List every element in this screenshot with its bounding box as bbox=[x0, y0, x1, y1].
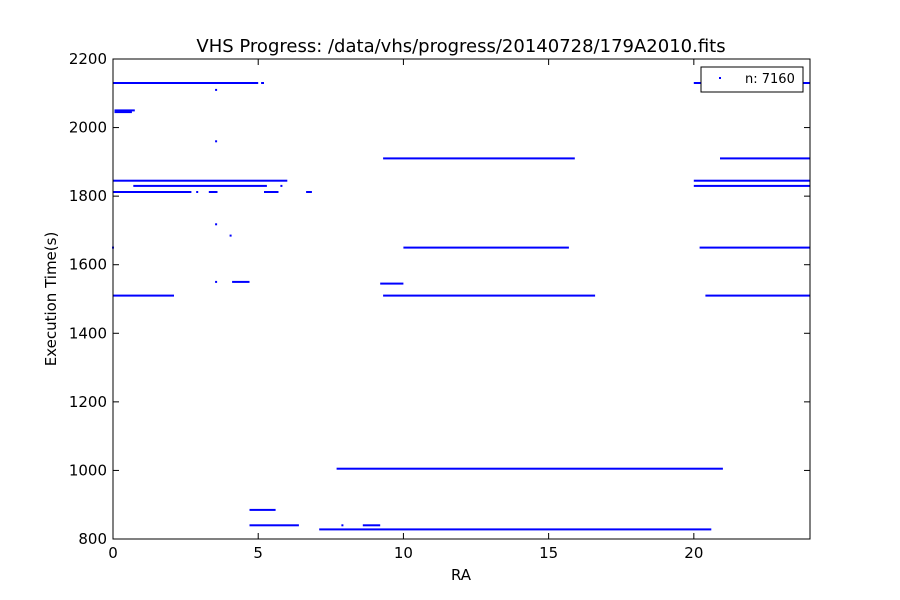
y-tick-label: 2200 bbox=[69, 50, 107, 68]
data-point-run-13 bbox=[264, 191, 279, 193]
data-point-run-26 bbox=[319, 528, 712, 531]
y-axis-ticks: 800 1000 1200 1400 1600 1800 2000 2200 bbox=[69, 50, 810, 548]
data-point-run-12 bbox=[208, 191, 218, 193]
y-tick-label: 1200 bbox=[69, 393, 107, 411]
x-tick-label: 0 bbox=[108, 544, 118, 562]
data-layer bbox=[112, 82, 810, 531]
data-point-2 bbox=[215, 223, 218, 226]
data-point-run-1 bbox=[261, 82, 264, 84]
data-point-run-17 bbox=[380, 282, 404, 285]
chart-title: VHS Progress: /data/vhs/progress/2014072… bbox=[196, 36, 725, 57]
x-axis-title: RA bbox=[451, 566, 472, 584]
data-point-4 bbox=[215, 280, 218, 283]
data-point-run-11 bbox=[113, 191, 192, 193]
legend-box bbox=[700, 66, 804, 93]
data-point-5 bbox=[196, 191, 199, 193]
data-point-run-10 bbox=[693, 184, 810, 187]
y-tick-label: 2000 bbox=[69, 119, 107, 137]
data-point-run-4 bbox=[114, 111, 132, 114]
x-tick-label: 10 bbox=[394, 544, 413, 562]
data-point-run-7 bbox=[113, 179, 288, 182]
data-point-run-0 bbox=[113, 82, 259, 84]
x-tick-label: 20 bbox=[684, 544, 703, 562]
y-tick-label: 1600 bbox=[69, 256, 107, 274]
data-point-3 bbox=[229, 234, 232, 237]
legend-marker bbox=[719, 77, 721, 79]
data-point-run-23 bbox=[249, 508, 276, 511]
data-point-run-18 bbox=[232, 280, 250, 283]
data-point-0 bbox=[215, 88, 218, 91]
data-point-run-25 bbox=[362, 524, 381, 527]
y-tick-label: 1800 bbox=[69, 187, 107, 205]
plot-frame bbox=[112, 58, 811, 540]
y-tick-label: 1400 bbox=[69, 324, 107, 342]
data-point-6 bbox=[280, 184, 283, 187]
data-point-run-19 bbox=[113, 294, 174, 297]
data-point-run-6 bbox=[720, 157, 810, 160]
x-tick-label: 15 bbox=[539, 544, 558, 562]
data-point-run-21 bbox=[705, 294, 810, 297]
data-point-run-15 bbox=[403, 246, 569, 249]
data-point-run-5 bbox=[383, 157, 575, 160]
legend: n: 7160 bbox=[700, 66, 804, 93]
data-point-run-9 bbox=[133, 184, 267, 187]
y-tick-label: 800 bbox=[78, 530, 107, 548]
legend-label: n: 7160 bbox=[745, 72, 795, 87]
data-point-run-3 bbox=[114, 109, 135, 112]
data-point-run-14 bbox=[306, 191, 312, 193]
data-point-run-16 bbox=[699, 246, 810, 249]
data-point-run-24 bbox=[249, 524, 299, 527]
x-axis-ticks: 0 5 10 15 20 bbox=[108, 59, 703, 562]
x-tick-label: 5 bbox=[253, 544, 263, 562]
data-point-run-22 bbox=[336, 467, 723, 470]
data-point-1 bbox=[215, 140, 218, 143]
data-point-run-20 bbox=[383, 294, 596, 297]
data-point-7 bbox=[341, 524, 344, 527]
y-tick-label: 1000 bbox=[69, 461, 107, 479]
y-axis-title: Execution Time(s) bbox=[42, 232, 60, 367]
data-point-run-8 bbox=[693, 179, 810, 182]
